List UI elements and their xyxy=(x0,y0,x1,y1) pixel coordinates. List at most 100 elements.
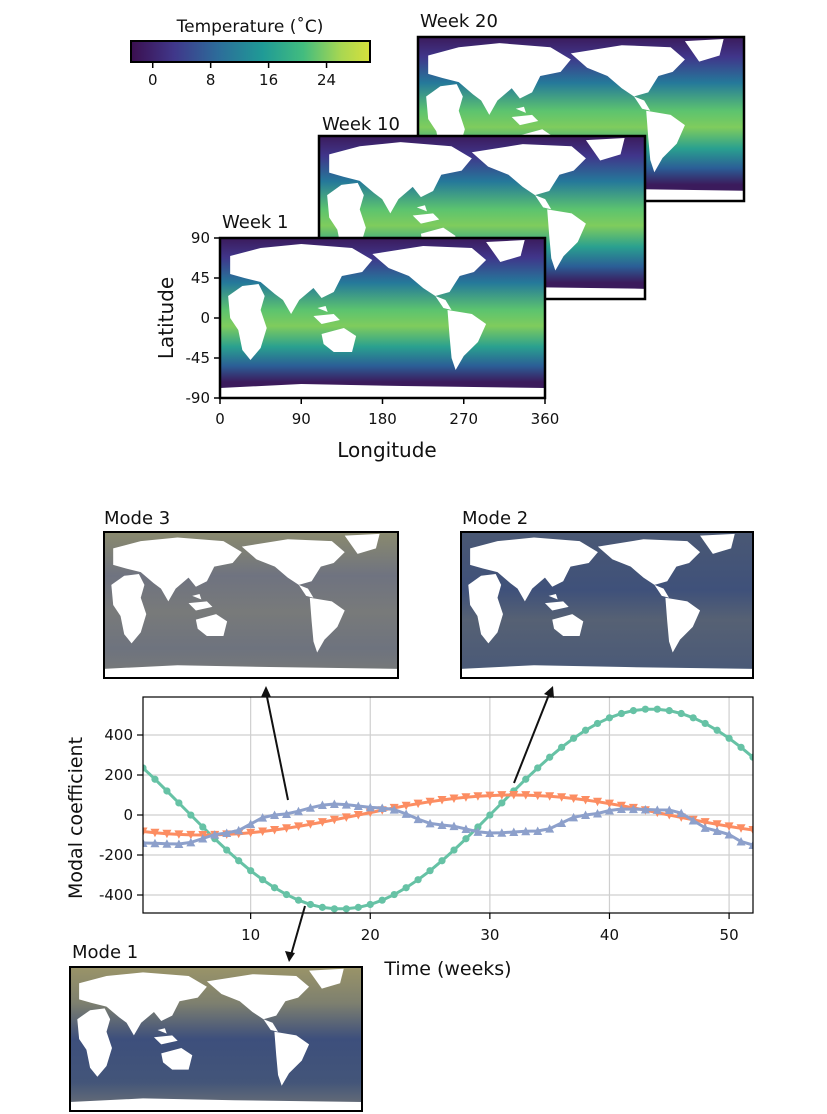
series-point xyxy=(234,825,244,835)
snapshot-map xyxy=(220,238,545,398)
series-point xyxy=(712,826,722,835)
series-point xyxy=(665,707,673,715)
series-point xyxy=(401,801,411,811)
series-point xyxy=(736,824,746,833)
series-point xyxy=(330,905,338,913)
chart-y-ticks: 400 200 0 -200 -400 xyxy=(99,726,143,904)
series-point xyxy=(437,820,447,829)
series-point xyxy=(629,707,637,715)
series-point xyxy=(497,791,507,800)
series-point xyxy=(569,734,578,742)
series-point xyxy=(377,803,387,812)
snapshot-x-tick: 180 xyxy=(368,410,397,428)
series-point xyxy=(402,884,410,892)
series-point xyxy=(437,796,447,805)
series-point xyxy=(749,753,753,761)
series-3 xyxy=(143,799,753,849)
series-point xyxy=(725,734,733,742)
snapshot-y-tick: 45 xyxy=(191,269,210,287)
series-point xyxy=(617,709,626,718)
chart-x-tick: 20 xyxy=(361,926,380,944)
series-point xyxy=(545,792,555,801)
series-point xyxy=(293,822,303,831)
series-point xyxy=(414,876,422,884)
series-point xyxy=(473,827,483,836)
series-point xyxy=(545,824,555,833)
series-point xyxy=(143,827,148,836)
series-point xyxy=(258,827,268,836)
series-point xyxy=(546,753,554,761)
series-point xyxy=(604,806,614,815)
series-point xyxy=(162,839,172,848)
snapshot-label: Week 20 xyxy=(420,11,498,32)
series-point xyxy=(317,800,327,810)
series-line xyxy=(143,707,753,911)
series-point xyxy=(461,793,471,802)
series-point xyxy=(534,764,542,772)
series-point xyxy=(282,809,292,818)
series-point xyxy=(246,819,256,828)
series-point xyxy=(485,828,495,837)
snapshot-x-tick: 360 xyxy=(531,410,560,428)
chart-y-label: Modal coefficient xyxy=(65,737,87,899)
series-point xyxy=(186,830,196,840)
series-point xyxy=(676,808,686,818)
colorbar: Temperature (˚C) 0 8 16 24 xyxy=(130,16,371,89)
series-point xyxy=(366,900,374,909)
chart-x-tick: 30 xyxy=(480,926,499,944)
series-point xyxy=(748,825,753,835)
series-point xyxy=(569,812,579,822)
series-point xyxy=(199,823,207,831)
series-point xyxy=(163,787,171,795)
colorbar-tick-label: 8 xyxy=(206,71,216,89)
snapshot-label: Week 1 xyxy=(222,212,289,233)
snapshot-y-tick: -45 xyxy=(186,349,211,367)
series-1 xyxy=(143,705,753,913)
series-point xyxy=(438,857,446,865)
series-point xyxy=(426,867,434,875)
arrow-mode-3 xyxy=(265,691,289,801)
series-point xyxy=(737,743,745,751)
mode-label: Mode 3 xyxy=(104,508,170,529)
series-point xyxy=(593,809,603,818)
series-point xyxy=(246,828,256,838)
series-point xyxy=(341,813,351,822)
series-point xyxy=(305,820,315,829)
series-point xyxy=(389,805,399,814)
series-point xyxy=(557,793,567,802)
chart-y-tick: 200 xyxy=(104,766,133,784)
series-point xyxy=(509,791,519,800)
snapshot-label: Week 10 xyxy=(322,114,400,135)
chart-y-tick: -200 xyxy=(99,846,133,864)
series-point xyxy=(198,834,208,843)
series-point xyxy=(498,799,506,807)
series-point xyxy=(533,826,543,835)
series-point xyxy=(187,811,195,819)
series-point xyxy=(210,830,220,839)
colorbar-tick-label: 0 xyxy=(148,71,158,89)
series-point xyxy=(413,814,423,824)
snapshot-x-tick: 0 xyxy=(215,410,225,428)
series-point xyxy=(413,799,423,809)
series-point xyxy=(186,837,196,847)
series-point xyxy=(474,823,482,831)
series-point xyxy=(162,829,172,839)
snapshot-y-label: Latitude xyxy=(154,277,178,359)
series-point xyxy=(640,805,650,814)
series-point xyxy=(664,805,674,814)
series-point xyxy=(270,825,280,835)
series-point xyxy=(616,804,626,813)
series-point xyxy=(473,792,483,801)
series-point xyxy=(247,867,255,875)
series-point xyxy=(259,876,267,884)
series-point xyxy=(401,809,411,818)
snapshot-y-tick: -90 xyxy=(186,389,211,407)
series-point xyxy=(450,846,458,854)
series-point xyxy=(294,896,303,904)
chart-frame xyxy=(142,696,754,914)
series-point xyxy=(317,818,327,827)
snapshot-x-tick: 90 xyxy=(292,410,311,428)
series-point xyxy=(485,791,495,801)
series-point xyxy=(390,890,398,899)
